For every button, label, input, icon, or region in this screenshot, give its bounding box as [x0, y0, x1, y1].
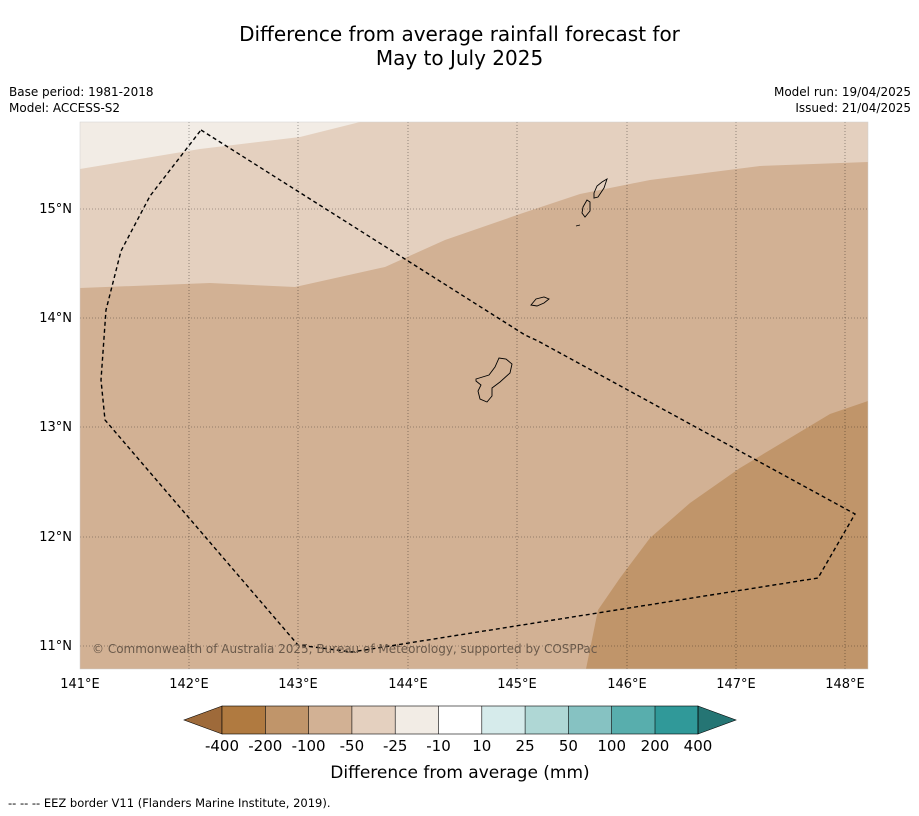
lon-label-147: 147°E	[716, 677, 756, 692]
colorbar-tick-10: 200	[641, 737, 670, 755]
issued-date: Issued: 21/04/2025	[795, 101, 911, 115]
title-line-1: Difference from average rainfall forecas…	[239, 22, 680, 46]
colorbar-bin-3	[308, 706, 352, 734]
eez-legend: -- -- -- EEZ border V11 (Flanders Marine…	[8, 796, 331, 810]
islands	[475, 177, 608, 403]
lat-label-12: 12°N	[39, 530, 72, 545]
lat-label-13: 13°N	[39, 420, 72, 435]
colorbar-tick-1: -200	[248, 737, 282, 755]
colorbar-bin-1	[222, 706, 266, 734]
colorbar-tick-labels: -400 -200 -100 -50 -25 -10 10 25 50 100 …	[205, 737, 712, 755]
lon-label-146: 146°E	[607, 677, 647, 692]
colorbar-tick-9: 100	[597, 737, 626, 755]
lat-label-11: 11°N	[39, 639, 72, 654]
lat-label-15: 15°N	[39, 202, 72, 217]
colorbar-tick-2: -100	[292, 737, 326, 755]
lon-label-143: 143°E	[278, 677, 318, 692]
colorbar-tick-3: -50	[340, 737, 365, 755]
map-frame	[79, 121, 869, 670]
island-tinian	[581, 199, 591, 218]
colorbar-bin-4	[351, 706, 396, 734]
chart-title: Difference from average rainfall forecas…	[0, 22, 919, 70]
colorbar-tick-0: -400	[205, 737, 239, 755]
lon-label-145: 145°E	[497, 677, 537, 692]
colorbar-bin-6	[438, 706, 482, 734]
lon-label-144: 144°E	[388, 677, 428, 692]
copyright-notice: © Commonwealth of Australia 2025, Bureau…	[92, 642, 597, 656]
lon-label-148: 148°E	[825, 677, 865, 692]
latitude-labels: 15°N 14°N 13°N 12°N 11°N	[39, 202, 72, 654]
lon-label-142: 142°E	[169, 677, 209, 692]
colorbar: -400 -200 -100 -50 -25 -10 10 25 50 100 …	[183, 705, 737, 783]
base-period: Base period: 1981-2018	[9, 85, 154, 99]
colorbar-tick-6: 10	[472, 737, 491, 755]
graticule	[80, 122, 868, 669]
island-saipan	[593, 177, 608, 199]
colorbar-tick-11: 400	[684, 737, 713, 755]
region-minus-200-to-minus-100	[586, 401, 868, 669]
colorbar-tick-5: -10	[426, 737, 451, 755]
model-run: Model run: 19/04/2025	[773, 85, 911, 99]
rainfall-regions	[80, 122, 868, 669]
colorbar-tick-7: 25	[516, 737, 535, 755]
colorbar-bin-11	[655, 706, 698, 734]
colorbar-arrow-right	[697, 705, 737, 735]
lat-label-14: 14°N	[39, 311, 72, 326]
eez-border	[100, 129, 856, 653]
island-aguijan	[575, 224, 581, 227]
colorbar-tick-8: 50	[559, 737, 578, 755]
colorbar-bin-9	[568, 706, 612, 734]
colorbar-bin-7	[481, 706, 526, 734]
model-name: Model: ACCESS-S2	[9, 101, 121, 115]
longitude-labels: 141°E 142°E 143°E 144°E 145°E 146°E 147°…	[60, 677, 865, 692]
colorbar-bin-5	[395, 706, 439, 734]
title-line-2: May to July 2025	[375, 46, 544, 70]
colorbar-bin-8	[525, 706, 569, 734]
colorbar-arrow-left	[183, 705, 223, 735]
lon-label-141: 141°E	[60, 677, 100, 692]
colorbar-label: Difference from average (mm)	[330, 763, 589, 783]
colorbar-bin-2	[265, 706, 309, 734]
region-minus-25-to-minus-10	[80, 122, 360, 169]
island-guam	[475, 357, 513, 403]
colorbar-bin-10	[611, 706, 655, 734]
colorbar-outline	[221, 705, 699, 735]
meta-left: Base period: 1981-2018 Model: ACCESS-S2	[9, 84, 154, 116]
colorbar-dividers	[264, 706, 656, 734]
region-minus-50-to-minus-25	[80, 122, 868, 288]
meta-right: Model run: 19/04/2025 Issued: 21/04/2025	[774, 84, 911, 116]
island-rota	[530, 296, 550, 307]
colorbar-tick-4: -25	[383, 737, 408, 755]
